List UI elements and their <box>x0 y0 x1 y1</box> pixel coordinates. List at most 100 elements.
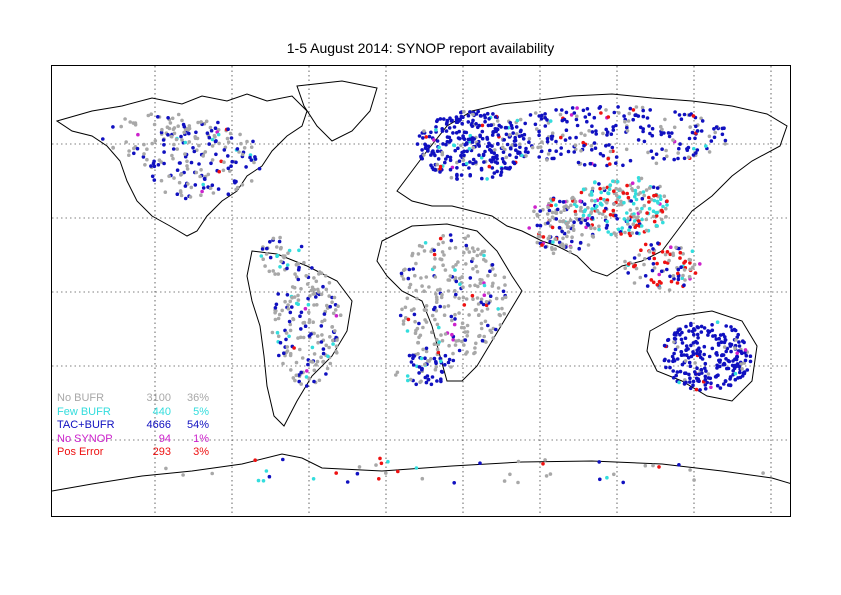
station-dot <box>101 137 105 141</box>
station-dot <box>503 166 508 170</box>
station-dot <box>717 336 721 341</box>
station-dot <box>167 174 171 178</box>
station-dot <box>432 265 437 269</box>
station-dot <box>608 149 613 154</box>
station-dot <box>457 119 461 123</box>
station-dot <box>695 332 700 337</box>
station-dot <box>271 269 275 273</box>
station-dot <box>312 276 316 280</box>
station-dot <box>714 125 719 129</box>
station-dot <box>312 331 316 336</box>
station-dot <box>443 268 448 272</box>
station-dot <box>132 146 136 151</box>
station-dot <box>479 321 484 326</box>
station-dot <box>488 143 492 147</box>
station-dot <box>636 215 640 219</box>
station-dot <box>226 166 231 171</box>
station-dot <box>197 143 201 148</box>
station-dot <box>208 125 213 130</box>
station-dot <box>617 202 621 207</box>
station-dot <box>554 217 559 221</box>
station-dot <box>600 212 605 216</box>
station-dot <box>667 258 671 263</box>
station-dot <box>692 328 697 332</box>
station-dot <box>132 151 136 156</box>
station-dot <box>703 366 707 371</box>
station-dot <box>689 343 693 348</box>
station-dot <box>242 146 247 150</box>
station-dot <box>586 206 590 210</box>
station-dot <box>688 376 692 381</box>
station-dot <box>476 313 481 317</box>
station-dot <box>471 145 476 150</box>
station-dot <box>378 456 382 461</box>
station-dot <box>319 292 324 297</box>
station-dot <box>503 161 507 166</box>
world-map[interactable] <box>51 65 791 517</box>
station-dot <box>698 388 702 392</box>
station-dot <box>665 199 669 203</box>
station-dot <box>462 137 467 141</box>
station-dot <box>647 124 651 128</box>
station-dot <box>307 310 311 315</box>
station-dot <box>647 249 652 254</box>
station-dot <box>457 348 462 353</box>
station-dot <box>554 203 558 207</box>
station-dot <box>293 272 297 276</box>
station-dot <box>422 289 426 293</box>
station-dot <box>491 267 495 271</box>
station-dot <box>496 142 500 146</box>
station-dot <box>331 342 335 346</box>
station-dot <box>490 175 495 179</box>
station-dot <box>448 116 452 120</box>
station-dot <box>296 293 300 298</box>
station-dot <box>669 245 673 249</box>
station-dot <box>276 316 281 321</box>
station-dot <box>680 362 685 367</box>
station-dot <box>261 257 265 261</box>
station-dots <box>101 105 765 485</box>
station-dot <box>322 318 327 322</box>
station-dot <box>273 310 277 315</box>
station-dot <box>445 118 450 123</box>
station-dot <box>440 338 445 343</box>
station-dot <box>441 142 445 146</box>
station-dot <box>625 129 630 133</box>
station-dot <box>718 360 722 364</box>
station-dot <box>467 313 471 317</box>
station-dot <box>188 195 193 199</box>
station-dot <box>632 281 637 285</box>
station-dot <box>663 252 668 257</box>
station-dot <box>688 261 692 265</box>
station-dot <box>489 123 494 127</box>
station-dot <box>499 170 504 174</box>
station-dot <box>273 306 278 310</box>
station-dot <box>207 142 211 146</box>
station-dot <box>485 307 490 311</box>
station-dot <box>649 197 654 202</box>
station-dot <box>700 119 705 123</box>
station-dot <box>614 233 618 238</box>
station-dot <box>548 218 552 222</box>
station-dot <box>282 351 286 356</box>
station-dot <box>493 115 498 119</box>
station-dot <box>739 362 743 366</box>
station-dot <box>599 190 603 195</box>
station-dot <box>199 120 203 124</box>
legend-count: 4666 <box>146 419 171 431</box>
station-dot <box>497 312 502 317</box>
station-dot <box>694 339 698 344</box>
station-dot <box>612 110 617 115</box>
station-dot <box>145 147 149 151</box>
station-dot <box>637 253 641 257</box>
station-dot <box>682 261 686 265</box>
station-dot <box>319 324 324 328</box>
station-dot <box>288 322 293 327</box>
station-dot <box>473 346 477 350</box>
station-dot <box>127 153 131 157</box>
station-dot <box>691 153 696 157</box>
station-dot <box>480 129 485 134</box>
station-dot <box>674 373 678 378</box>
station-dot <box>480 136 485 141</box>
station-dot <box>334 471 339 475</box>
